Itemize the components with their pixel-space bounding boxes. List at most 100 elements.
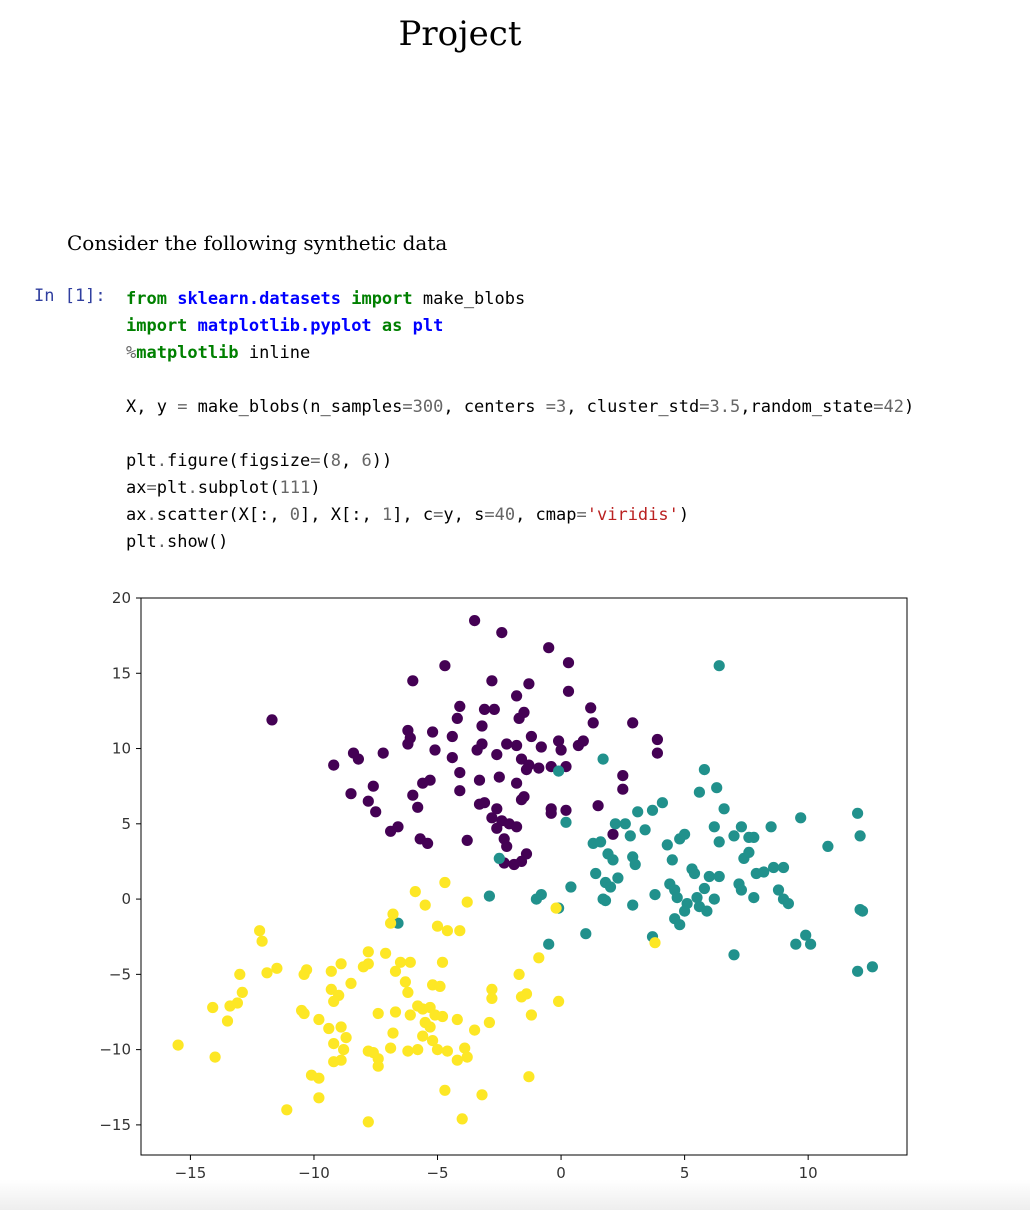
scatter-point — [782, 898, 795, 910]
scatter-point — [476, 1089, 488, 1101]
scatter-point — [345, 977, 357, 989]
scatter-point — [486, 983, 498, 995]
scatter-point — [461, 1051, 473, 1063]
cell-prompt: In [1]: — [34, 286, 106, 306]
code-cell[interactable]: from sklearn.datasets import make_blobs i… — [126, 286, 914, 556]
scatter-point — [627, 899, 639, 911]
scatter-point — [419, 899, 431, 911]
scatter-point — [451, 1054, 463, 1066]
plot-layer — [172, 615, 879, 1128]
scatter-point — [427, 1035, 439, 1047]
scatter-point — [674, 919, 686, 931]
scatter-point — [553, 995, 565, 1007]
scatter-point — [340, 1032, 352, 1044]
scatter-point — [671, 892, 683, 904]
scatter-point — [772, 884, 785, 896]
scatter-point — [713, 836, 725, 848]
scatter-point — [592, 800, 604, 812]
scatter-point — [735, 884, 748, 896]
scatter-point — [441, 925, 453, 937]
scatter-point — [254, 925, 266, 937]
scatter-point — [624, 830, 636, 842]
code-line-2: import matplotlib.pyplot as plt — [126, 316, 444, 336]
scatter-point — [852, 965, 864, 977]
scatter-point — [587, 717, 599, 729]
scatter-point — [221, 1015, 234, 1027]
scatter-point — [518, 791, 530, 803]
scatter-point — [649, 889, 661, 901]
y-tick-label: 5 — [121, 815, 131, 833]
scatter-point — [261, 967, 273, 979]
scatter-point — [409, 886, 421, 898]
scatter-point — [399, 976, 411, 988]
y-tick: 15 — [112, 664, 141, 682]
y-tick: −5 — [109, 965, 141, 983]
scatter-point — [385, 825, 397, 837]
scatter-point — [661, 839, 673, 851]
scatter-point — [491, 803, 503, 815]
scatter-point — [510, 690, 523, 702]
scatter-point — [590, 867, 602, 880]
y-tick: 0 — [121, 890, 141, 908]
scatter-point — [404, 956, 416, 968]
y-tick: 5 — [121, 815, 141, 833]
scatter-point — [560, 816, 572, 828]
scatter-point — [328, 1056, 340, 1068]
code-line-5: plt.figure(figsize=(8, 6)) — [126, 451, 393, 471]
scatter-point — [691, 892, 703, 904]
scatter-point — [520, 988, 533, 1000]
scatter-point — [491, 822, 503, 834]
scatter-point — [491, 749, 503, 761]
x-tick: 0 — [556, 1155, 566, 1182]
scatter-point — [595, 836, 607, 848]
code-line-6: ax=plt.subplot(111) — [126, 478, 321, 498]
scatter-point — [488, 703, 500, 715]
scatter-point — [580, 928, 592, 940]
scatter-point — [362, 795, 374, 807]
scatter-point — [362, 1116, 374, 1128]
scatter-point — [651, 747, 664, 759]
scatter-point — [713, 660, 725, 672]
scatter-point — [328, 759, 340, 771]
scatter-point — [352, 753, 364, 765]
scatter-point — [748, 831, 760, 843]
scatter-point — [688, 867, 701, 880]
scatter-point — [236, 986, 248, 998]
scatter-point — [852, 807, 864, 819]
x-tick: −5 — [426, 1155, 449, 1182]
scatter-point — [604, 881, 617, 893]
scatter-point — [313, 1013, 325, 1026]
scatter-point — [469, 1024, 481, 1036]
scatter-point — [486, 992, 498, 1004]
scatter-point — [698, 764, 711, 776]
scatter-point — [402, 738, 414, 750]
y-tick-label: 0 — [121, 890, 131, 908]
y-tick-label: −15 — [99, 1116, 131, 1134]
scatter-point — [520, 848, 533, 860]
scatter-point — [693, 786, 706, 798]
scatter-point — [666, 854, 678, 866]
scatter-point — [407, 789, 419, 801]
scatter-point — [486, 812, 498, 824]
scatter-point — [597, 753, 609, 765]
x-tick-label: 5 — [680, 1164, 690, 1182]
scatter-point — [543, 938, 555, 950]
scatter-point — [545, 807, 557, 819]
code-line-blank — [126, 421, 914, 448]
scatter-point — [367, 780, 379, 792]
scatter-point — [389, 1006, 402, 1018]
scatter-point — [402, 986, 414, 998]
scatter-point — [209, 1051, 221, 1063]
scatter-point — [325, 983, 337, 995]
scatter-point — [281, 1104, 293, 1116]
scatter-point — [679, 905, 691, 917]
scatter-point — [856, 905, 869, 917]
y-tick: −10 — [99, 1041, 141, 1059]
scatter-point — [323, 1022, 335, 1035]
code-line-8: plt.show() — [126, 532, 229, 552]
scatter-point — [325, 965, 337, 977]
x-tick-label: 10 — [799, 1164, 818, 1182]
x-tick-label: −15 — [175, 1164, 207, 1182]
y-tick-label: 15 — [112, 664, 131, 682]
scatter-point — [385, 917, 397, 929]
